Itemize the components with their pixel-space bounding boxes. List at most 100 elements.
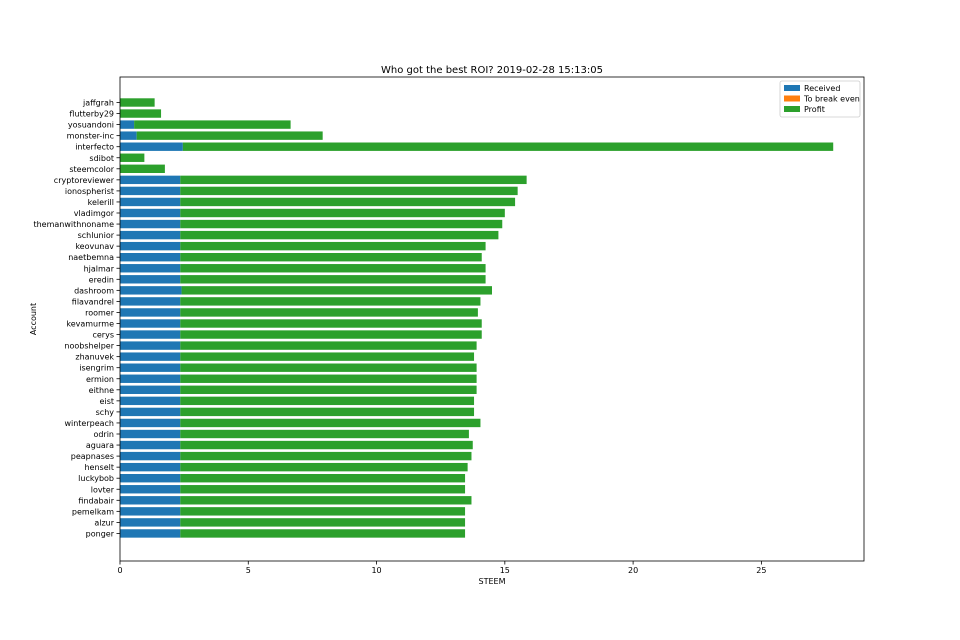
bar-profit-interfecto bbox=[182, 142, 834, 151]
y-tick-label: isengrim bbox=[79, 364, 114, 373]
bar-received-schy bbox=[120, 407, 181, 417]
bar-received-eist bbox=[120, 396, 181, 406]
bar-profit-henselt bbox=[180, 462, 468, 472]
x-tick-label: 20 bbox=[628, 566, 638, 575]
bar-profit-hjalmar bbox=[180, 264, 486, 273]
legend-swatch bbox=[784, 106, 800, 112]
x-tick-label: 5 bbox=[246, 566, 251, 575]
bar-received-lovter bbox=[120, 485, 181, 494]
bar-profit-schlunior bbox=[180, 230, 499, 240]
y-tick-label: vladimgor bbox=[74, 209, 115, 218]
bar-profit-isengrim bbox=[180, 363, 477, 372]
bar-received-hjalmar bbox=[120, 264, 181, 273]
y-tick-label: findabair bbox=[78, 496, 114, 505]
y-tick-label: peapnases bbox=[71, 452, 114, 461]
y-tick-label: sdibot bbox=[89, 154, 114, 163]
x-tick-label: 0 bbox=[117, 566, 122, 575]
bar-profit-flutterby29 bbox=[120, 109, 162, 118]
bar-profit-jaffgrah bbox=[120, 98, 155, 107]
bar-profit-naetbemna bbox=[180, 253, 482, 262]
y-tick-label: filavandrel bbox=[72, 297, 114, 306]
bar-received-filavandrel bbox=[120, 297, 181, 306]
y-tick-label: ponger bbox=[86, 529, 115, 538]
y-tick-label: winterpeach bbox=[64, 419, 114, 428]
y-tick-label: naetbemna bbox=[68, 253, 114, 262]
y-tick-label: keovunav bbox=[75, 242, 114, 251]
bar-received-schlunior bbox=[120, 230, 181, 240]
bar-received-noobshelper bbox=[120, 341, 181, 350]
bar-received-findabair bbox=[120, 496, 181, 505]
bar-profit-eist bbox=[180, 396, 475, 406]
bar-received-roomer bbox=[120, 308, 181, 317]
x-tick-label: 15 bbox=[500, 566, 510, 575]
y-tick-label: eist bbox=[100, 397, 114, 406]
y-tick-label: odrin bbox=[93, 430, 114, 439]
bar-profit-ponger bbox=[180, 529, 466, 538]
bar-profit-eithne bbox=[180, 385, 477, 394]
bar-received-zhanuvek bbox=[120, 352, 181, 361]
bar-profit-lovter bbox=[180, 485, 466, 494]
bar-profit-eredin bbox=[180, 275, 486, 284]
bar-received-dashroom bbox=[120, 286, 182, 295]
y-tick-label: aguara bbox=[86, 441, 114, 450]
bar-received-ionospherist bbox=[120, 186, 181, 196]
y-tick-label: schlunior bbox=[78, 231, 115, 240]
y-tick-label: roomer bbox=[85, 308, 115, 317]
y-tick-label: themanwithnoname bbox=[33, 220, 114, 229]
y-tick-label: ermion bbox=[86, 375, 114, 384]
x-ticks-group: 0 5 10 15 20 25 bbox=[117, 561, 766, 575]
bar-profit-yosuandoni bbox=[134, 120, 291, 129]
y-tick-label: kelerill bbox=[88, 198, 114, 207]
y-tick-label: ionospherist bbox=[65, 187, 114, 196]
legend-label: To break even bbox=[803, 95, 860, 104]
bar-received-kelerill bbox=[120, 197, 181, 207]
bar-profit-cryptoreviewer bbox=[180, 175, 527, 185]
bar-received-cryptoreviewer bbox=[120, 175, 181, 185]
bar-received-naetbemna bbox=[120, 253, 181, 262]
y-tick-label: zhanuvek bbox=[75, 353, 114, 362]
y-tick-label: henselt bbox=[84, 463, 114, 472]
bar-received-eredin bbox=[120, 275, 181, 284]
bar-profit-alzur bbox=[180, 518, 466, 527]
y-tick-label: jaffgrah bbox=[82, 99, 114, 108]
bar-profit-luckybob bbox=[180, 474, 466, 483]
bar-profit-steemcolor bbox=[120, 164, 165, 173]
bar-received-pemelkam bbox=[120, 507, 181, 516]
x-axis-label: STEEM bbox=[479, 577, 506, 586]
y-axis-label: Account bbox=[29, 303, 38, 335]
bar-received-eithne bbox=[120, 385, 181, 394]
bar-received-odrin bbox=[120, 429, 181, 439]
bar-profit-zhanuvek bbox=[180, 352, 475, 361]
y-tick-label: cerys bbox=[92, 331, 114, 340]
y-tick-label: yosuandoni bbox=[68, 121, 114, 130]
y-tick-label: cryptoreviewer bbox=[54, 176, 115, 185]
y-tick-label: dashroom bbox=[74, 286, 114, 295]
bar-profit-findabair bbox=[180, 496, 472, 505]
y-tick-label: pemelkam bbox=[72, 507, 114, 516]
legend-swatch bbox=[784, 95, 800, 102]
y-tick-label: luckybob bbox=[78, 474, 114, 483]
x-tick-label: 25 bbox=[756, 566, 766, 575]
bar-received-luckybob bbox=[120, 474, 181, 483]
bar-profit-sdibot bbox=[120, 153, 145, 162]
bar-received-kevamurme bbox=[120, 319, 181, 328]
bar-received-cerys bbox=[120, 330, 181, 339]
y-tick-label: interfecto bbox=[75, 143, 114, 152]
y-ticks-group: jaffgrah flutterby29 yosuandoni monster-inc… bbox=[33, 99, 120, 538]
bar-received-ponger bbox=[120, 529, 181, 538]
bar-profit-noobshelper bbox=[180, 341, 477, 350]
bar-received-isengrim bbox=[120, 363, 181, 372]
bar-profit-cerys bbox=[180, 330, 482, 339]
legend-swatch bbox=[784, 85, 800, 91]
y-tick-label: eredin bbox=[89, 275, 114, 284]
bar-profit-odrin bbox=[180, 429, 469, 439]
y-tick-label: hjalmar bbox=[84, 264, 115, 273]
bar-profit-aguara bbox=[180, 440, 473, 450]
bar-received-henselt bbox=[120, 462, 181, 472]
y-tick-label: kevamurme bbox=[66, 320, 114, 329]
legend-label: Profit bbox=[804, 105, 825, 114]
bars-group bbox=[120, 98, 834, 538]
bar-profit-kevamurme bbox=[180, 319, 482, 328]
y-tick-label: flutterby29 bbox=[69, 110, 114, 119]
